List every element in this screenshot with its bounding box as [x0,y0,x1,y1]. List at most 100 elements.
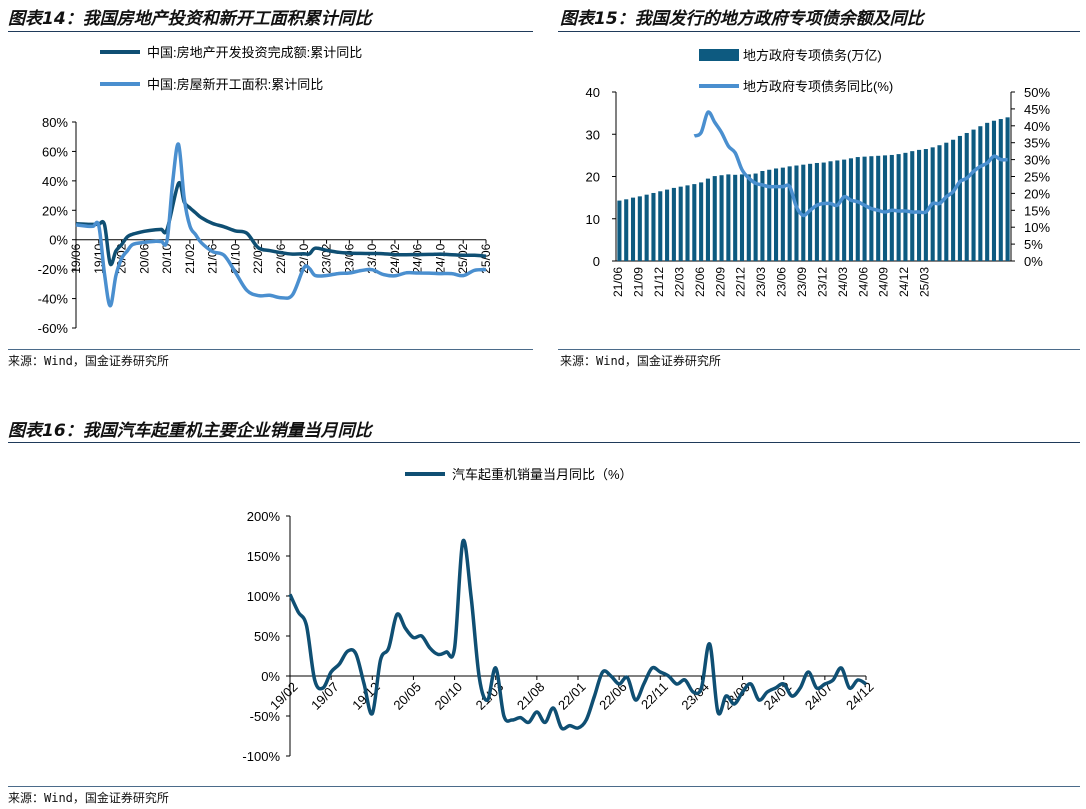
x-tick-label: 22/12 [734,267,748,297]
y-tick-label: 100% [247,589,281,604]
x-tick-label: 25/03 [918,267,932,297]
bar [862,156,867,261]
x-tick-label: 23/06 [775,267,789,297]
bar [780,167,785,261]
chart16-top-rule [8,442,1080,443]
bar [637,196,642,261]
y-tick-label: -40% [38,292,69,307]
bar [821,162,826,261]
bar [753,173,758,261]
bar [726,174,731,261]
y-right-tick-label: 0% [1024,254,1043,269]
bar [889,154,894,261]
bar [910,151,915,261]
bar [658,191,663,261]
bar [617,200,622,261]
bar [876,155,881,261]
bar [760,171,765,261]
bar [882,155,888,261]
x-tick-label: 23/03 [754,267,768,297]
bar [733,174,738,261]
series-line-2 [75,142,487,308]
bar [739,174,745,261]
y-right-tick-label: 20% [1024,186,1050,201]
chart15-source: 来源：Wind，国金证券研究所 [560,354,721,368]
y-left-tick-label: 10 [586,212,600,227]
x-tick-label: 25/02 [456,243,470,273]
bar [978,126,983,261]
x-tick-label: 22/01 [555,679,589,713]
x-tick-label: 20/05 [390,679,424,713]
bar [767,169,772,261]
y-tick-label: 20% [42,203,68,218]
bar [814,162,819,261]
x-tick-label: 23/06 [342,243,356,273]
chart15-top-rule [558,31,1080,32]
bar [957,135,962,261]
chart15-bottom-rule [558,349,1080,350]
x-tick-label: 21/02 [183,243,197,273]
x-tick-label: 24/06 [411,243,425,273]
y-tick-label: -50% [250,709,281,724]
x-tick-label: 24/09 [877,267,891,297]
bar [787,166,792,261]
x-tick-label: 21/08 [514,679,548,713]
chart16-title: 图表16：我国汽车起重机主要企业销量当月同比 [8,421,372,441]
x-tick-label: 24/12 [897,267,911,297]
bar [794,165,799,261]
x-tick-label: 22/06 [274,243,288,273]
bar [964,132,969,261]
chart15-title: 图表15：我国发行的地方政府专项债余额及同比 [560,9,924,29]
x-tick-label: 23/12 [815,267,829,297]
chart14-title: 图表14：我国房地产投资和新开工面积累计同比 [8,9,372,29]
y-right-tick-label: 35% [1024,136,1050,151]
bar [923,149,928,261]
legend-label-1: 地方政府专项债务(万亿) [743,48,882,63]
y-tick-label: 50% [254,629,280,644]
bar [951,139,956,261]
x-tick-label: 25/06 [479,243,493,273]
x-tick-label: 20/06 [137,243,151,273]
series-line-1 [75,180,487,267]
x-tick-label: 22/09 [713,267,727,297]
y-tick-label: -20% [38,262,69,277]
bar [917,149,922,261]
y-right-tick-label: 40% [1024,119,1050,134]
bar [828,161,833,261]
bar [896,154,901,261]
x-tick-label: 24/10 [433,243,447,273]
x-tick-label: 23/10 [365,243,379,273]
bar [651,192,656,261]
bar [801,164,806,261]
bar [624,199,629,261]
y-tick-label: 0% [261,669,280,684]
y-left-tick-label: 40 [586,85,600,100]
legend-swatch-1 [699,49,739,61]
y-left-tick-label: 30 [586,127,600,142]
x-tick-label: 22/06 [596,679,630,713]
y-tick-label: -100% [242,749,280,764]
y-left-tick-label: 20 [586,170,600,185]
legend-label-2: 中国:房屋新开工面积:累计同比 [147,77,323,92]
x-tick-label: 20/10 [160,243,174,273]
legend-label-2: 地方政府专项债务同比(%) [743,79,893,94]
bar [903,152,908,261]
y-right-tick-label: 10% [1024,220,1050,235]
bar [671,187,676,261]
bar [944,142,949,261]
bar [692,184,697,261]
x-tick-label: 20/10 [432,679,466,713]
legend-label-1: 中国:房地产开发投资完成额:累计同比 [147,45,362,60]
x-tick-label: 21/09 [632,267,646,297]
bar [855,157,860,261]
bar [705,178,710,261]
x-tick-label: 19/02 [267,679,301,713]
y-tick-label: -60% [38,321,69,336]
x-tick-label: 23/04 [678,679,712,713]
yoy-line [693,110,1008,218]
bar [699,182,704,261]
y-left-tick-label: 0 [593,254,600,269]
x-tick-label: 19/06 [69,243,83,273]
chart16-plot: 汽车起重机销量当月同比（%） 200% 150% 100% 50% 0% -50% -100%… [242,467,876,764]
